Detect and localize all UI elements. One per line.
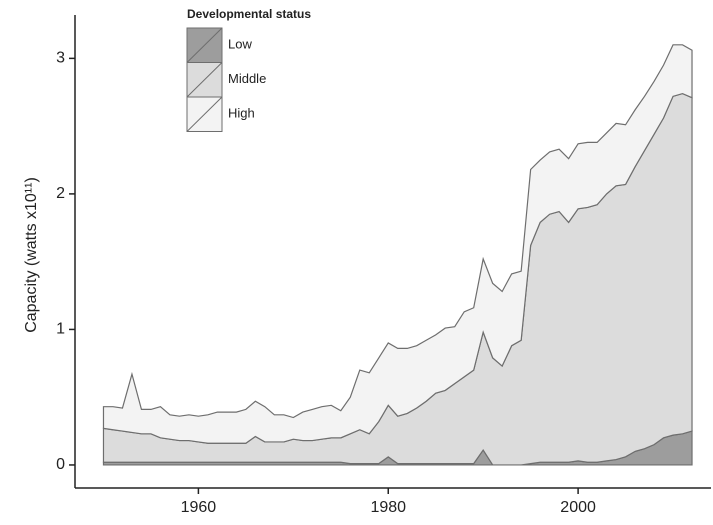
x-tick-label: 1980 — [370, 499, 406, 516]
x-tick-label: 1960 — [181, 499, 217, 516]
y-axis-label: Capacity (watts x10¹¹) — [23, 177, 40, 333]
legend-key-line — [186, 96, 223, 132]
legend-key-line — [186, 62, 223, 98]
y-tick-label: 1 — [56, 321, 65, 338]
y-tick-label: 3 — [56, 50, 65, 67]
x-tick-label: 2000 — [560, 499, 596, 516]
area — [102, 44, 693, 444]
legend-key-line — [186, 27, 223, 63]
y-tick-label: 0 — [56, 456, 65, 473]
legend-label: Low — [228, 36, 252, 51]
legend-title: Developmental status — [187, 7, 311, 21]
y-tick-label: 2 — [56, 185, 65, 202]
legend-label: High — [228, 105, 255, 120]
legend-label: Middle — [228, 71, 266, 86]
